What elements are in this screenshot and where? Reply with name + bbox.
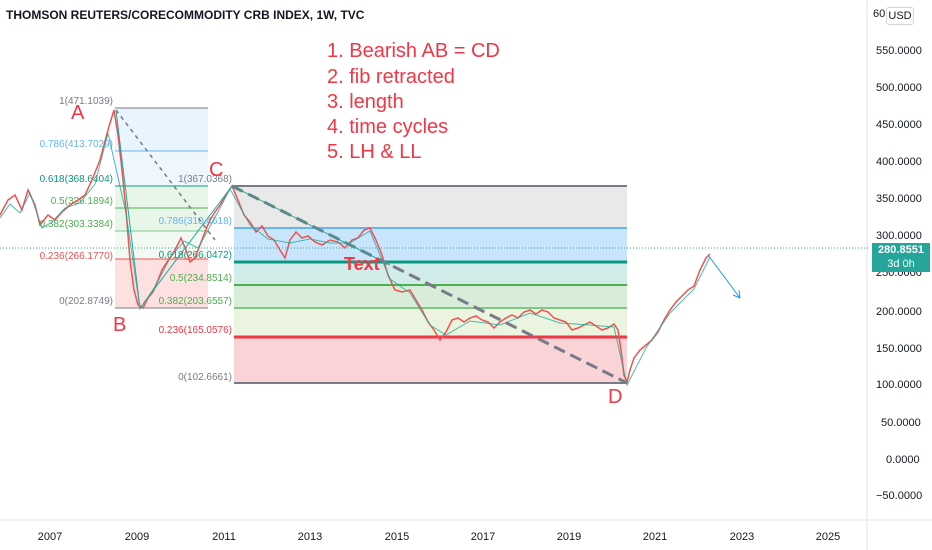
fib1-label-0382: 0.382(303.3384) — [40, 219, 113, 230]
last-price-countdown: 3d 0h — [887, 258, 915, 270]
last-price-value: 280.8551 — [878, 244, 924, 256]
projection-arrow[interactable] — [707, 254, 741, 299]
fib1-label-0236: 0.236(266.1770) — [40, 251, 113, 262]
x-tick: 2007 — [38, 531, 62, 543]
trendline-ab-dashed[interactable] — [115, 109, 216, 241]
y-tick: 0.0000 — [886, 454, 920, 466]
y-tick: 550.0000 — [876, 45, 922, 57]
y-tick: 500.0000 — [876, 82, 922, 94]
note-line-3: 3. length — [327, 91, 404, 113]
fib2-label-1: 1(367.0368) — [178, 174, 232, 185]
x-tick: 2015 — [385, 531, 409, 543]
x-tick: 2013 — [298, 531, 322, 543]
last-price-tag: 280.8551 3d 0h — [872, 243, 930, 272]
chart-title: THOMSON REUTERS/CORECOMMODITY CRB INDEX,… — [6, 8, 365, 22]
point-label-a[interactable]: A — [71, 102, 85, 124]
point-label-c[interactable]: C — [209, 159, 224, 181]
fib1-label-0618: 0.618(368.6404) — [40, 174, 113, 185]
fib1-label-0: 0(202.8749) — [59, 296, 113, 307]
x-tick: 2017 — [471, 531, 495, 543]
time-axis[interactable]: 2007 2009 2011 2013 2015 2017 2019 2021 … — [38, 531, 840, 543]
fib2-label-0: 0(102.6661) — [178, 372, 232, 383]
trendline-ab[interactable] — [115, 109, 141, 309]
note-line-1: 1. Bearish AB = CD — [327, 40, 500, 62]
fib2-label-0236: 0.236(165.0576) — [159, 325, 232, 336]
x-tick: 2025 — [816, 531, 840, 543]
fib2-label-0786: 0.786(310.4618) — [159, 216, 232, 227]
note-line-5: 5. LH & LL — [327, 141, 422, 163]
x-tick: 2019 — [557, 531, 581, 543]
trendline-c-solid[interactable] — [231, 185, 391, 266]
y-tick-top: 60 — [873, 8, 885, 20]
y-tick: 300.0000 — [876, 230, 922, 242]
note-line-2: 2. fib retracted — [327, 66, 455, 88]
point-label-d[interactable]: D — [608, 386, 623, 408]
x-tick: 2009 — [125, 531, 149, 543]
price-series — [0, 109, 711, 387]
y-tick: 150.0000 — [876, 343, 922, 355]
y-tick: 50.0000 — [881, 417, 921, 429]
point-label-b[interactable]: B — [113, 314, 127, 336]
x-tick: 2021 — [643, 531, 667, 543]
trendline-bc[interactable] — [139, 185, 233, 309]
fib-retracement-cd[interactable]: 1(367.0368) 0.786(310.4618) 0.618(266.04… — [159, 174, 627, 384]
y-tick: −50.0000 — [876, 490, 922, 502]
fib1-label-05: 0.5(336.1894) — [51, 196, 113, 207]
fib1-label-0786: 0.786(413.7029) — [40, 139, 113, 150]
currency-button[interactable]: USD — [886, 7, 914, 25]
y-tick: 100.0000 — [876, 379, 922, 391]
fib1-label-1: 1(471.1039) — [59, 96, 113, 107]
text-drawing[interactable]: Text — [344, 254, 380, 274]
y-tick: 450.0000 — [876, 119, 922, 131]
x-tick: 2011 — [212, 531, 236, 543]
y-tick: 400.0000 — [876, 156, 922, 168]
y-tick: 350.0000 — [876, 193, 922, 205]
fib2-label-05: 0.5(234.8514) — [170, 273, 232, 284]
note-line-4: 4. time cycles — [327, 116, 449, 138]
fib2-label-0382: 0.382(203.6557) — [159, 296, 232, 307]
y-tick: 200.0000 — [876, 306, 922, 318]
x-tick: 2023 — [730, 531, 754, 543]
